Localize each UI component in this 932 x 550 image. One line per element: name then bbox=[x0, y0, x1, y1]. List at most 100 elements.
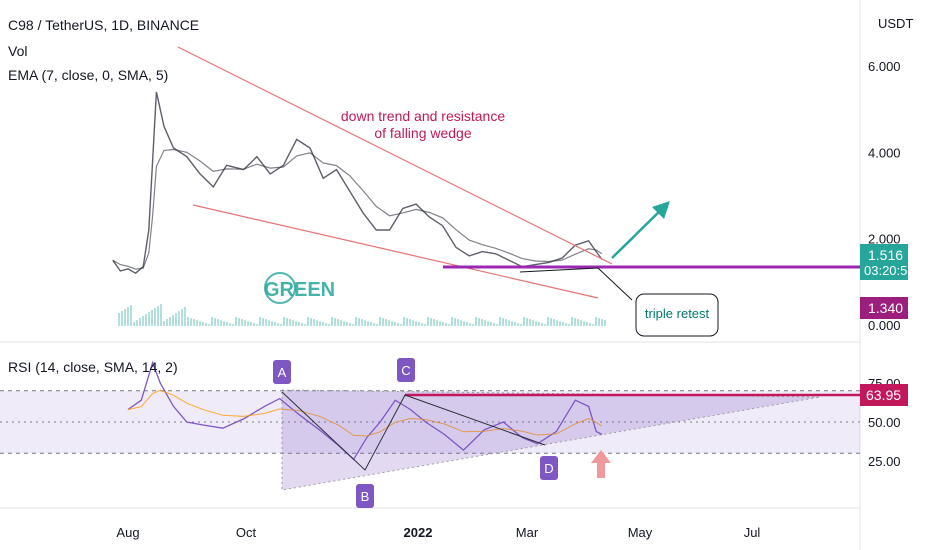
volume-bar bbox=[313, 319, 315, 326]
volume-bar bbox=[514, 322, 516, 326]
volume-bar bbox=[199, 321, 201, 326]
volume-bar bbox=[373, 323, 375, 326]
triple-retest-label: triple retest bbox=[645, 306, 710, 321]
volume-bar bbox=[415, 321, 417, 326]
volume-bar bbox=[466, 322, 468, 326]
price-y-axis: 0.000 2.000 4.000 6.000 bbox=[868, 59, 901, 333]
volume-bar bbox=[205, 323, 207, 326]
volume-bar bbox=[142, 316, 144, 326]
volume-bar bbox=[247, 321, 249, 326]
volume-bar bbox=[217, 319, 219, 326]
volume-bar bbox=[496, 324, 498, 326]
x-axis: Aug Oct 2022 Mar May Jul bbox=[116, 525, 760, 540]
volume-bars bbox=[118, 304, 606, 326]
support-price-label: 1.340 bbox=[868, 300, 903, 316]
volume-bar bbox=[145, 314, 147, 326]
volume-bar bbox=[211, 317, 213, 326]
volume-bar bbox=[151, 310, 153, 326]
volume-bar bbox=[535, 321, 537, 326]
volume-bar bbox=[322, 322, 324, 326]
volume-bar bbox=[544, 324, 546, 326]
volume-bar bbox=[523, 317, 525, 326]
volume-bar bbox=[304, 324, 306, 326]
volume-bar bbox=[295, 321, 297, 326]
vol-legend: Vol bbox=[8, 43, 28, 59]
volume-bar bbox=[505, 319, 507, 326]
x-tick-label: May bbox=[628, 525, 653, 540]
volume-bar bbox=[376, 324, 378, 326]
volume-bar bbox=[601, 319, 603, 326]
volume-bar bbox=[136, 320, 138, 326]
rsi-point-a-box bbox=[273, 360, 291, 384]
volume-bar bbox=[424, 324, 426, 326]
volume-bar bbox=[127, 307, 129, 326]
volume-bar bbox=[409, 319, 411, 326]
logo-circle-icon bbox=[264, 272, 296, 304]
volume-bar bbox=[520, 324, 522, 326]
volume-bar bbox=[352, 324, 354, 326]
volume-bar bbox=[133, 322, 135, 326]
volume-bar bbox=[316, 320, 318, 326]
volume-bar bbox=[442, 322, 444, 326]
wedge-lower-line bbox=[192, 204, 599, 299]
x-tick-label: Oct bbox=[236, 525, 257, 540]
volume-bar bbox=[271, 321, 273, 326]
volume-bar bbox=[208, 324, 210, 326]
rsi-point-a: A bbox=[278, 365, 287, 380]
volume-bar bbox=[568, 324, 570, 326]
rsi-point-b-box bbox=[356, 484, 374, 508]
rsi-ma-line bbox=[127, 389, 603, 437]
volume-bar bbox=[226, 322, 228, 326]
x-tick-label: Jul bbox=[744, 525, 761, 540]
rsi-line bbox=[127, 360, 603, 461]
ema-line bbox=[112, 148, 603, 270]
volume-bar bbox=[421, 323, 423, 326]
volume-bar bbox=[229, 323, 231, 326]
volume-bar bbox=[526, 318, 528, 326]
volume-bar bbox=[256, 324, 258, 326]
volume-bar bbox=[220, 320, 222, 326]
volume-bar bbox=[181, 309, 183, 326]
volume-bar bbox=[283, 317, 285, 326]
volume-bar bbox=[427, 317, 429, 326]
rsi-up-arrow bbox=[591, 450, 611, 478]
rsi-band bbox=[0, 390, 860, 454]
up-arrow-line bbox=[611, 205, 666, 259]
volume-bar bbox=[598, 318, 600, 326]
x-tick-label: Mar bbox=[516, 525, 539, 540]
rsi-point-d-box bbox=[540, 456, 558, 480]
volume-bar bbox=[358, 318, 360, 326]
volume-bar bbox=[439, 321, 441, 326]
volume-bar bbox=[259, 317, 261, 326]
volume-bar bbox=[529, 319, 531, 326]
volume-bar bbox=[178, 311, 180, 326]
volume-bar bbox=[586, 322, 588, 326]
y-tick-label: 0.000 bbox=[868, 318, 901, 333]
volume-bar bbox=[487, 321, 489, 326]
volume-bar bbox=[157, 306, 159, 326]
volume-bar bbox=[355, 317, 357, 326]
volume-bar bbox=[310, 318, 312, 326]
volume-bar bbox=[130, 305, 132, 326]
rsi-point-c-box bbox=[397, 358, 415, 382]
volume-bar bbox=[277, 323, 279, 326]
volume-bar bbox=[448, 324, 450, 326]
rsi-legend: RSI (14, close, SMA, 14, 2) bbox=[8, 359, 178, 375]
volume-bar bbox=[394, 322, 396, 326]
volume-bar bbox=[139, 318, 141, 326]
volume-bar bbox=[289, 319, 291, 326]
volume-bar bbox=[370, 322, 372, 326]
rsi-value-box bbox=[860, 384, 908, 406]
chart-title: C98 / TetherUS, 1D, BINANCE bbox=[8, 17, 200, 33]
volume-bar bbox=[472, 324, 474, 326]
volume-bar bbox=[403, 317, 405, 326]
volume-bar bbox=[511, 321, 513, 326]
volume-bar bbox=[400, 324, 402, 326]
volume-bar bbox=[475, 317, 477, 326]
volume-bar bbox=[166, 319, 168, 326]
volume-bar bbox=[589, 323, 591, 326]
wedge-annotation-line2: of falling wedge bbox=[374, 125, 472, 141]
volume-bar bbox=[388, 320, 390, 326]
